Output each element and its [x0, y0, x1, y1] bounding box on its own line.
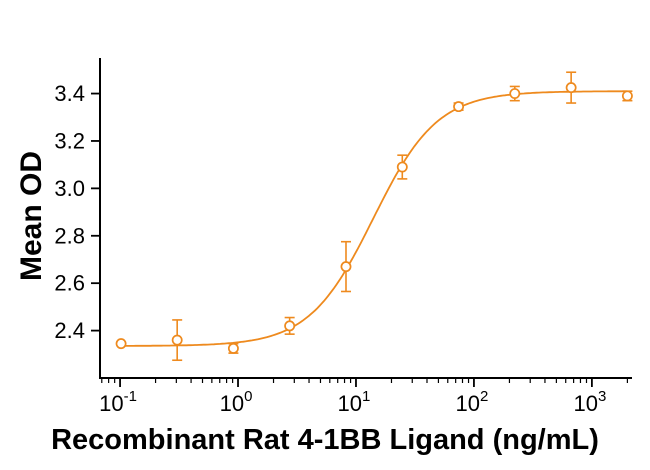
data-point [171, 334, 183, 346]
chart-svg: 10-1 100 101 102 103 2.4 2.6 2.8 3.0 3.2 3.4 [54, 58, 633, 415]
x-tick-label: 101 [338, 388, 371, 415]
data-points [115, 82, 633, 354]
y-ticks: 2.4 2.6 2.8 3.0 3.2 3.4 [54, 81, 100, 343]
x-major-ticks: 10-1 100 101 102 103 [99, 378, 606, 415]
x-tick-label: 102 [456, 388, 489, 415]
x-tick-label: 103 [573, 388, 606, 415]
data-point [340, 261, 352, 273]
data-point [115, 338, 127, 350]
error-bars [172, 71, 633, 362]
y-tick-label: 3.4 [54, 81, 85, 106]
data-point [396, 161, 408, 173]
y-tick-label: 2.8 [54, 223, 85, 248]
y-axis-title: Mean OD [15, 150, 48, 282]
data-point [509, 88, 521, 100]
data-point [227, 342, 239, 354]
x-tick-label: 100 [220, 388, 253, 415]
y-tick-label: 3.2 [54, 128, 85, 153]
y-tick-label: 2.6 [54, 271, 85, 296]
data-point [621, 90, 633, 102]
axes [99, 58, 632, 379]
data-point [284, 320, 296, 332]
y-tick-label: 3.0 [54, 176, 85, 201]
x-axis-title: Recombinant Rat 4-1BB Ligand (ng/mL) [51, 424, 599, 456]
fit-curve [121, 90, 628, 347]
x-tick-label: 10-1 [99, 388, 137, 415]
data-point [453, 101, 465, 113]
data-point [565, 82, 577, 94]
x-minor-ticks [101, 378, 628, 383]
y-tick-label: 2.4 [54, 318, 85, 343]
